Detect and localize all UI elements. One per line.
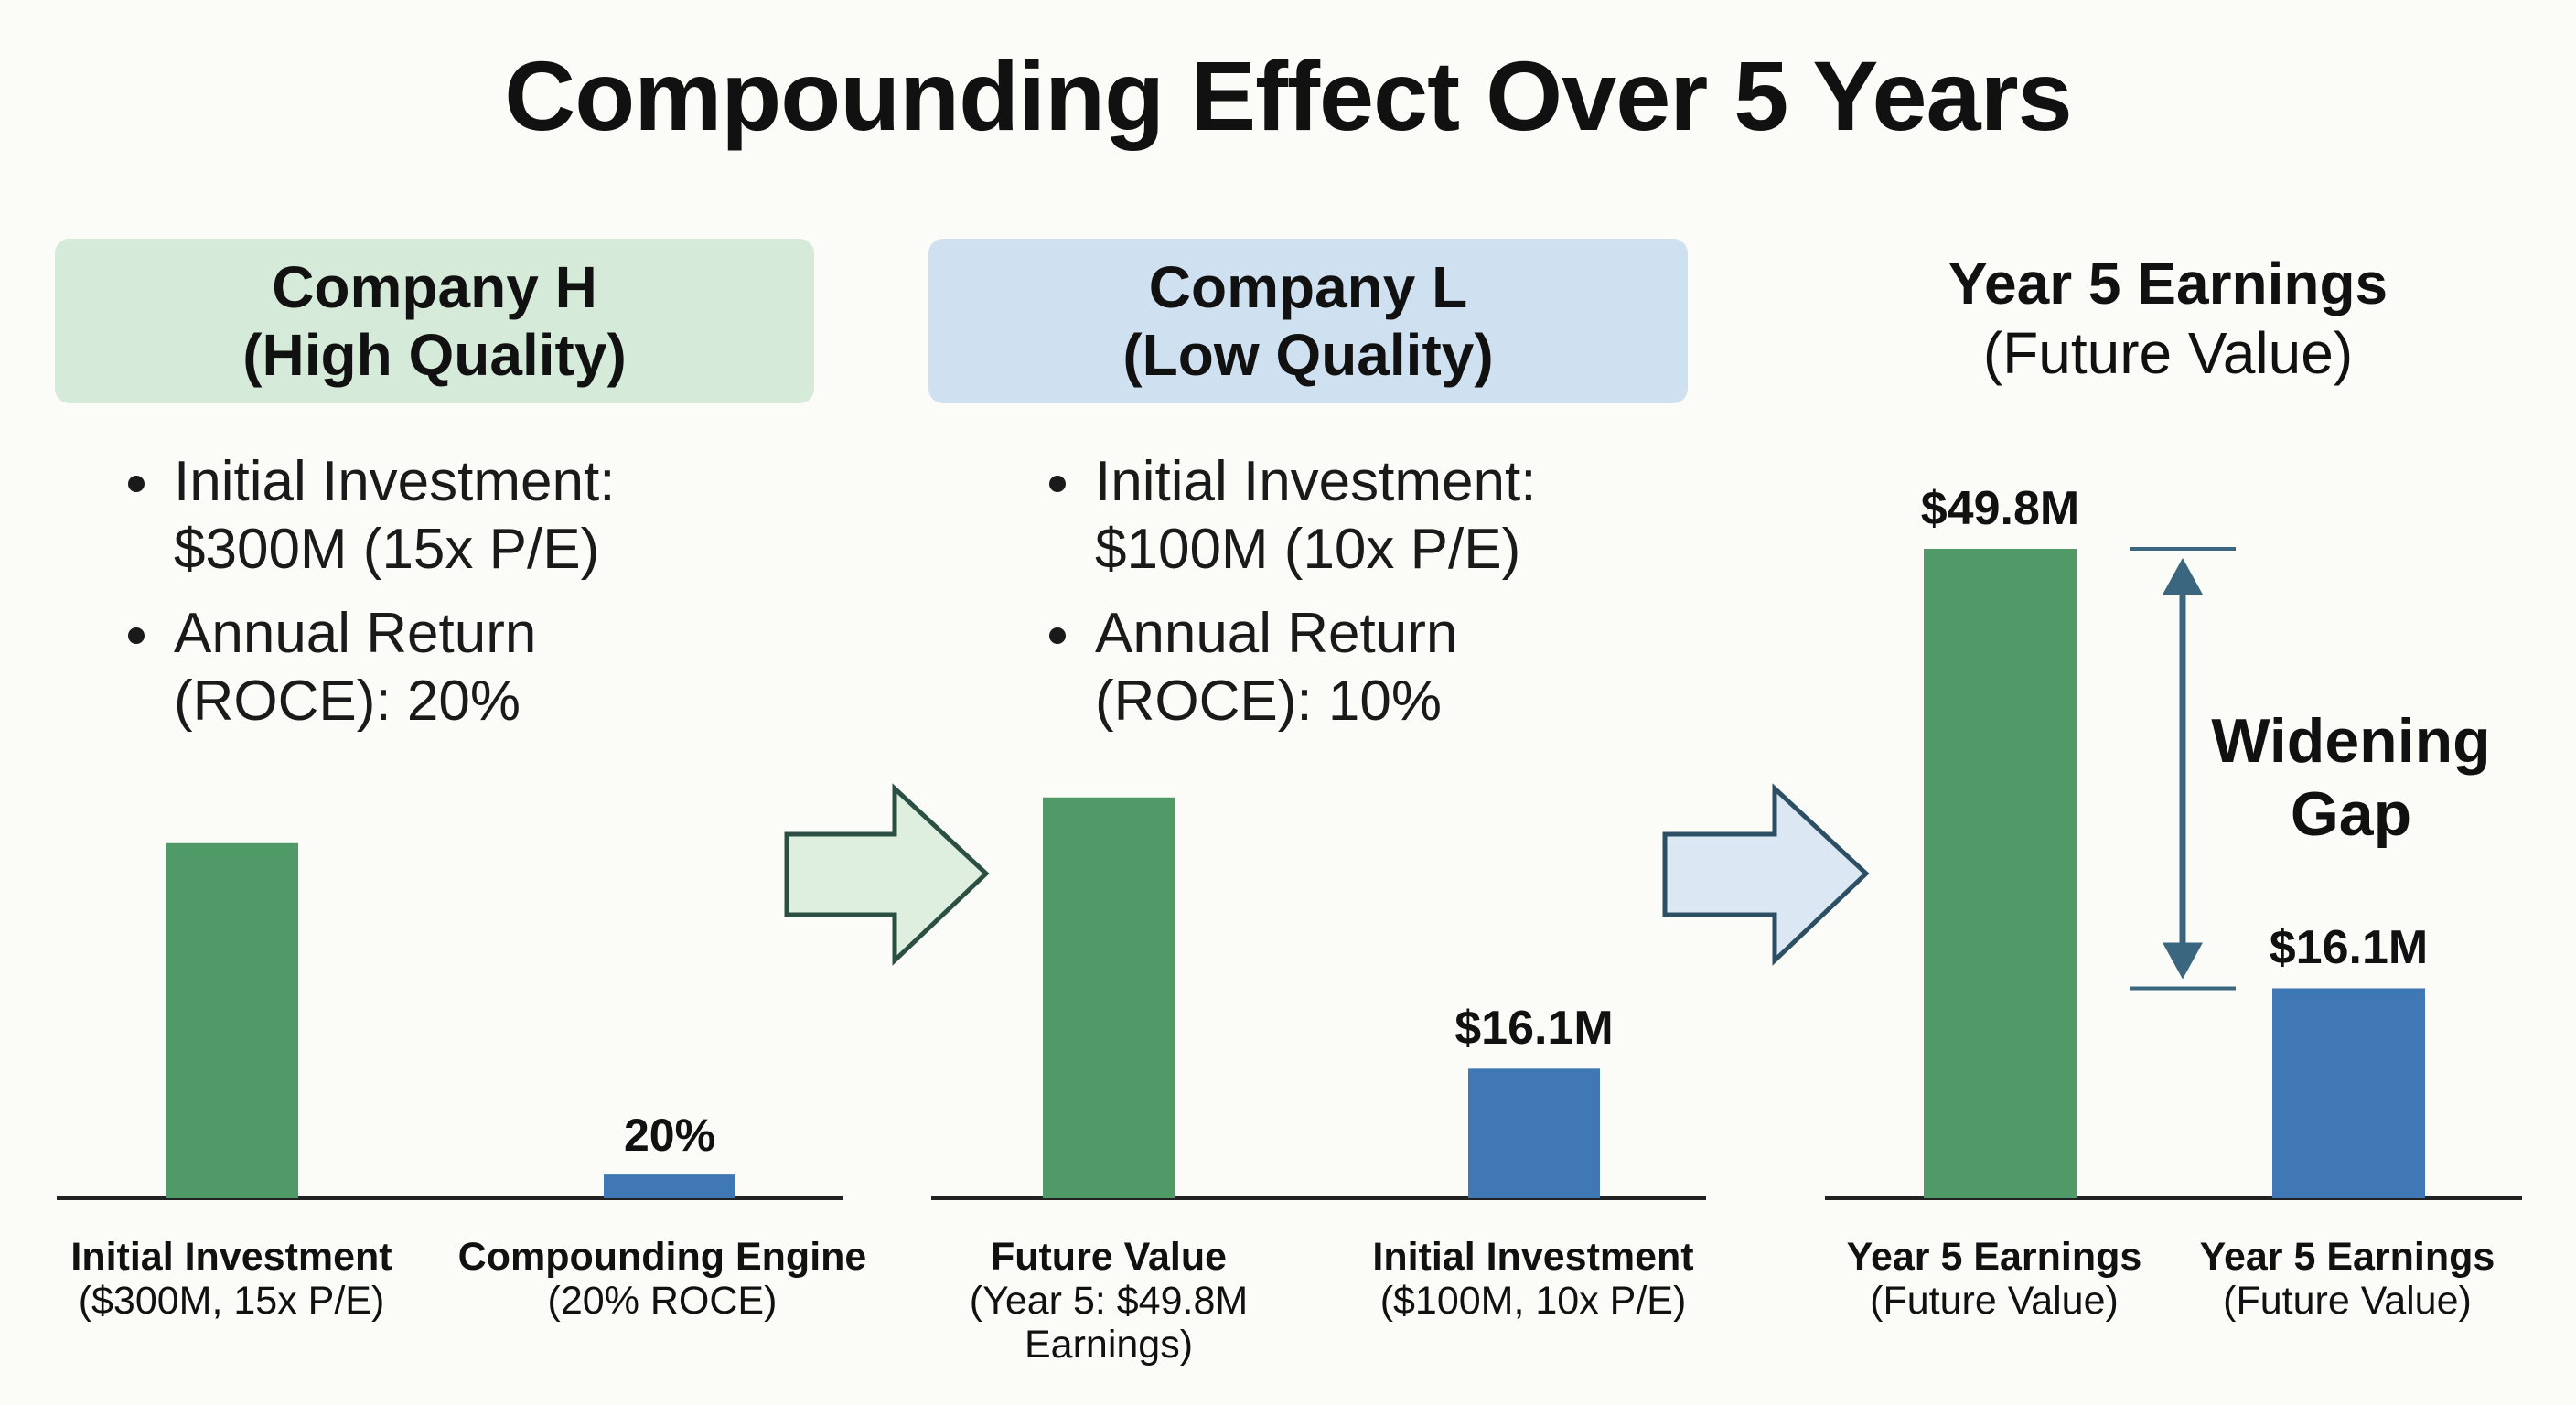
bullet-text: $100M (10x P/E) <box>1095 518 1521 581</box>
value-label-compounding-engine: 20% <box>623 1110 716 1162</box>
category-subtitle: (Future Value) <box>1870 1279 2119 1323</box>
bar-future-value <box>1043 797 1175 1198</box>
bar-initial-investment-h <box>166 842 298 1198</box>
value-label-year5-l: $16.1M <box>2269 921 2429 975</box>
category-title: Year 5 Earnings <box>2199 1235 2496 1279</box>
bar-compounding-engine <box>604 1174 735 1198</box>
gap-label-line2: Gap <box>2290 779 2412 849</box>
company-h-bullets: Initial Investment: $300M (15x P/E) Annu… <box>126 448 693 752</box>
bullet-text: (ROCE): 10% <box>1095 670 1442 733</box>
company-h-quality: (High Quality) <box>242 322 627 388</box>
widening-gap-arrow-icon <box>2130 547 2236 991</box>
company-h-bullet-investment: Initial Investment: $300M (15x P/E) <box>126 448 693 584</box>
category-label: Initial Investment ($300M, 15x P/E) <box>12 1235 451 1323</box>
category-title: Future Value <box>990 1235 1228 1279</box>
company-l-header: Company L (Low Quality) <box>928 239 1688 403</box>
category-label: Future Value (Year 5: $49.8M Earnings) <box>889 1235 1328 1367</box>
year5-header-title: Year 5 Earnings <box>1948 251 2388 316</box>
category-title: Compounding Engine <box>457 1235 867 1279</box>
flow-arrow-right-icon <box>1662 783 1870 966</box>
category-subtitle: (20% ROCE) <box>547 1279 778 1323</box>
company-l-quality: (Low Quality) <box>1122 322 1494 388</box>
bullet-text: Annual Return <box>174 602 537 665</box>
category-title: Initial Investment <box>1372 1235 1694 1279</box>
widening-gap-label: Widening Gap <box>2200 704 2502 851</box>
category-subtitle: Earnings) <box>1024 1323 1194 1367</box>
bullet-text: Initial Investment: <box>1095 450 1537 513</box>
company-l-bullets: Initial Investment: $100M (10x P/E) Annu… <box>1047 448 1615 752</box>
bullet-text: Initial Investment: <box>174 450 616 513</box>
year5-header: Year 5 Earnings (Future Value) <box>1820 249 2516 388</box>
category-title: Initial Investment <box>70 1235 392 1279</box>
category-subtitle: ($300M, 15x P/E) <box>78 1279 385 1323</box>
flow-arrow-right-icon <box>784 783 990 966</box>
category-title: Year 5 Earnings <box>1846 1235 2142 1279</box>
value-label-year5-h: $49.8M <box>1920 482 2080 535</box>
category-subtitle: ($100M, 10x P/E) <box>1379 1279 1687 1323</box>
company-h-bullet-return: Annual Return (ROCE): 20% <box>126 600 693 735</box>
category-subtitle: (Year 5: $49.8M <box>969 1279 1249 1323</box>
category-label: Initial Investment ($100M, 10x P/E) <box>1314 1235 1753 1323</box>
category-label: Year 5 Earnings (Future Value) <box>2128 1235 2567 1323</box>
category-label: Year 5 Earnings (Future Value) <box>1775 1235 2214 1323</box>
gap-label-line1: Widening <box>2211 706 2491 776</box>
bullet-text: $300M (15x P/E) <box>174 518 600 581</box>
value-label-initial-investment-l: $16.1M <box>1454 1002 1614 1056</box>
year5-header-subtitle: (Future Value) <box>1982 320 2354 386</box>
bar-year5-earnings-l <box>2272 988 2425 1198</box>
category-label: Compounding Engine (20% ROCE) <box>443 1235 882 1323</box>
bullet-text: (ROCE): 20% <box>174 670 521 733</box>
chart-title: Compounding Effect Over 5 Years <box>504 40 2072 151</box>
category-subtitle: (Future Value) <box>2223 1279 2472 1323</box>
bar-year5-earnings-h <box>1924 549 2077 1198</box>
company-h-header: Company H (High Quality) <box>55 239 814 403</box>
company-h-name: Company H <box>272 254 597 320</box>
company-l-name: Company L <box>1148 254 1468 320</box>
company-l-bullet-investment: Initial Investment: $100M (10x P/E) <box>1047 448 1615 584</box>
bar-initial-investment-l <box>1468 1068 1600 1198</box>
bullet-text: Annual Return <box>1095 602 1458 665</box>
company-l-bullet-return: Annual Return (ROCE): 10% <box>1047 600 1615 735</box>
